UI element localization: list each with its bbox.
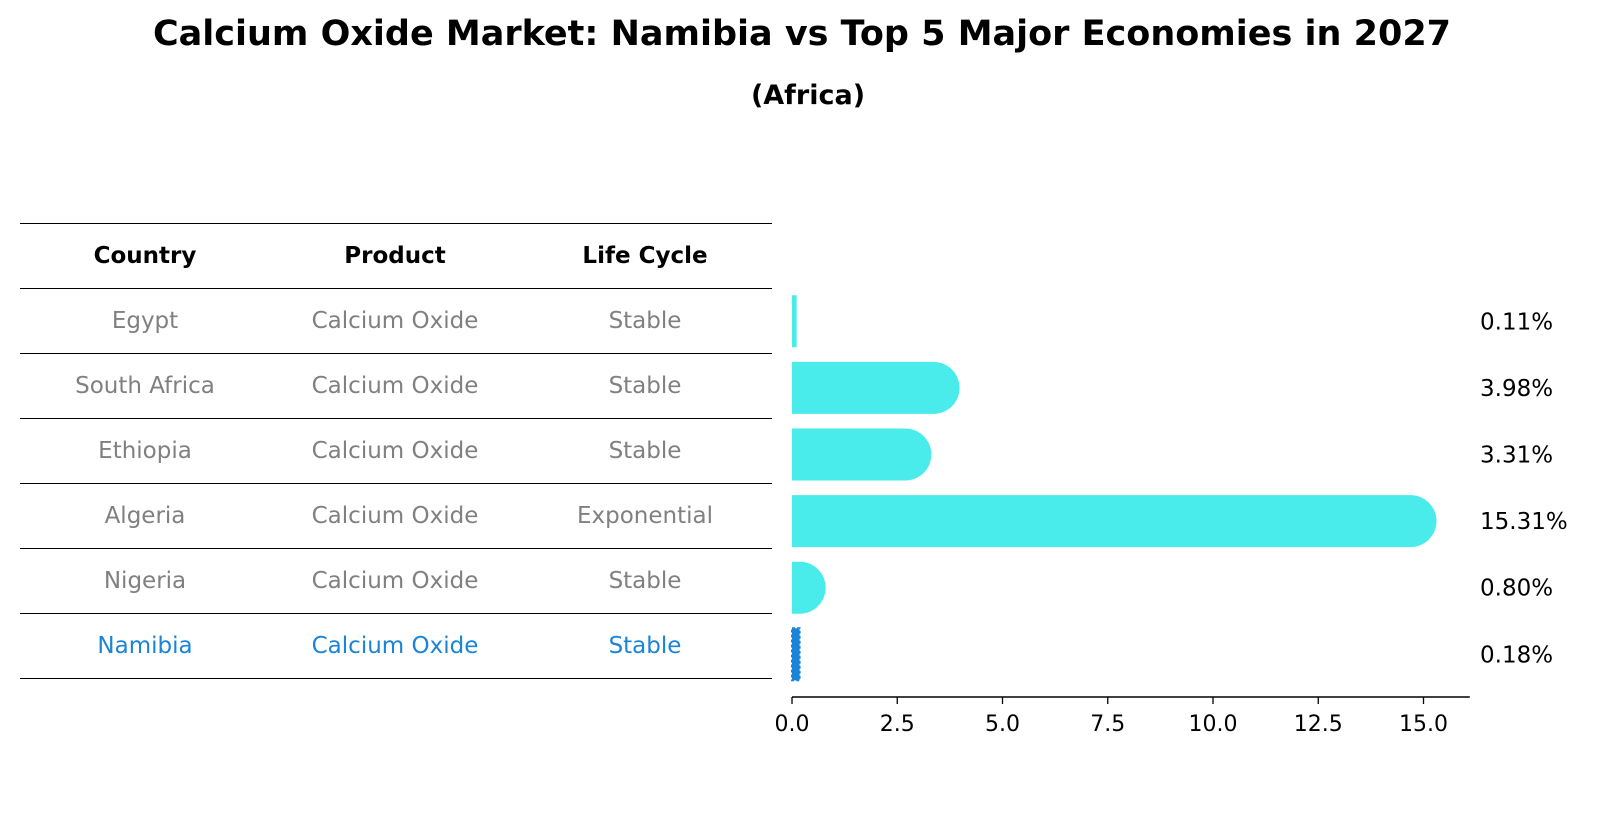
chart-subtitle: (Africa) <box>750 80 866 111</box>
life-cycle-cell: Stable <box>608 438 682 464</box>
product-cell: Calcium Oxide <box>311 438 479 464</box>
country-cell: Nigeria <box>103 568 187 594</box>
bar-ethiopia <box>792 428 932 481</box>
x-tick-label: 7.5 <box>1090 712 1125 737</box>
table-row: Egypt Calcium Oxide Stable <box>20 289 772 354</box>
country-cell: Ethiopia <box>98 438 192 464</box>
country-cell: Algeria <box>104 503 186 529</box>
country-table: Country Product Life Cycle Egypt Calcium… <box>20 223 772 679</box>
header-product: Product <box>344 243 446 269</box>
data-label: 0.11% <box>1480 309 1553 335</box>
table-row: Algeria Calcium Oxide Exponential <box>20 484 772 549</box>
product-cell: Calcium Oxide <box>311 503 479 529</box>
country-cell: Namibia <box>97 633 193 659</box>
x-tick-label: 15.0 <box>1399 712 1448 737</box>
data-label: 0.18% <box>1480 642 1553 668</box>
data-label: 15.31% <box>1480 509 1568 535</box>
table-row: Nigeria Calcium Oxide Stable <box>20 549 772 614</box>
bar-algeria <box>792 495 1437 548</box>
x-tick-label: 12.5 <box>1294 712 1343 737</box>
x-tick-label: 10.0 <box>1189 712 1238 737</box>
table-header-row: Country Product Life Cycle <box>20 224 772 289</box>
x-tick-label: 5.0 <box>985 712 1020 737</box>
life-cycle-cell: Exponential <box>576 503 713 529</box>
country-cell: Egypt <box>111 308 179 334</box>
life-cycle-cell: Stable <box>608 568 682 594</box>
table-row-highlighted: Namibia Calcium Oxide Stable <box>20 614 772 679</box>
chart-title: Calcium Oxide Market: Namibia vs Top 5 M… <box>152 14 1452 54</box>
bar-nigeria <box>792 561 826 614</box>
bar-namibia <box>791 627 801 682</box>
header-country: Country <box>93 243 197 269</box>
x-tick-label: 0.0 <box>775 712 810 737</box>
data-label: 3.98% <box>1480 376 1553 402</box>
bar-egypt <box>792 295 797 348</box>
country-cell: South Africa <box>75 373 215 399</box>
table-row: Ethiopia Calcium Oxide Stable <box>20 419 772 484</box>
bar-south-africa <box>792 361 960 414</box>
product-cell: Calcium Oxide <box>311 373 479 399</box>
life-cycle-cell: Stable <box>608 373 682 399</box>
life-cycle-cell: Stable <box>608 308 682 334</box>
product-cell: Calcium Oxide <box>311 633 479 659</box>
table-row: South Africa Calcium Oxide Stable <box>20 354 772 419</box>
x-tick-label: 2.5 <box>880 712 915 737</box>
data-label: 0.80% <box>1480 576 1553 602</box>
header-life-cycle: Life Cycle <box>582 243 708 269</box>
product-cell: Calcium Oxide <box>311 308 479 334</box>
data-label: 3.31% <box>1480 443 1553 469</box>
life-cycle-cell: Stable <box>608 633 682 659</box>
product-cell: Calcium Oxide <box>311 568 479 594</box>
